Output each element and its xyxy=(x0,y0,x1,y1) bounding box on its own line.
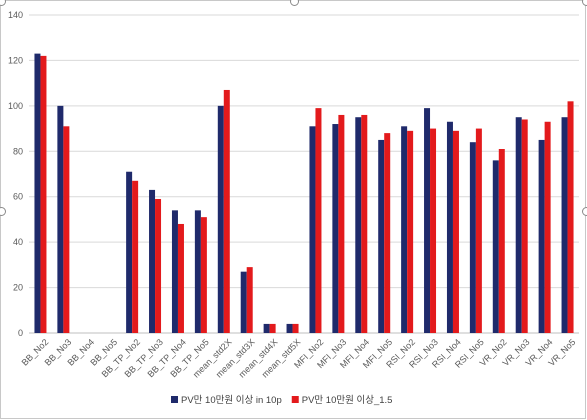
bar-series2[interactable] xyxy=(521,119,528,333)
bar-series2[interactable] xyxy=(338,114,345,333)
y-tick-label: 140 xyxy=(8,10,23,20)
resize-handle-top-left[interactable] xyxy=(0,0,6,6)
resize-handle-top-center[interactable] xyxy=(290,0,299,6)
y-tick-label: 0 xyxy=(18,328,23,338)
bar-series2[interactable] xyxy=(155,198,162,333)
legend-label: PV만 10만원 이상 in 10p xyxy=(181,395,282,406)
bar-series2[interactable] xyxy=(269,323,276,333)
bar-series2[interactable] xyxy=(40,55,47,334)
bar-series1[interactable] xyxy=(126,171,133,333)
resize-handle-middle-right[interactable] xyxy=(582,207,587,216)
bar-series1[interactable] xyxy=(171,210,178,333)
bar-series1[interactable] xyxy=(469,142,476,333)
bar-series2[interactable] xyxy=(452,130,459,333)
bar-series1[interactable] xyxy=(286,323,293,333)
bar-series1[interactable] xyxy=(332,124,339,334)
legend-swatch xyxy=(291,396,299,403)
bar-series1[interactable] xyxy=(217,105,224,333)
bar-series2[interactable] xyxy=(315,108,322,333)
bar-series1[interactable] xyxy=(194,210,201,333)
resize-handle-top-right[interactable] xyxy=(582,0,587,6)
bar-series1[interactable] xyxy=(149,189,156,333)
bar-series2[interactable] xyxy=(407,130,414,333)
bar-series1[interactable] xyxy=(34,53,41,333)
bar-series1[interactable] xyxy=(424,108,431,333)
bar-series2[interactable] xyxy=(498,149,505,333)
bar-series1[interactable] xyxy=(515,117,522,333)
bar-series2[interactable] xyxy=(132,180,139,333)
y-tick-label: 40 xyxy=(13,237,23,247)
y-tick-label: 120 xyxy=(8,55,23,65)
bar-series2[interactable] xyxy=(475,128,482,333)
y-tick-label: 60 xyxy=(13,192,23,202)
bar-series2[interactable] xyxy=(292,323,299,333)
y-axis-ticks: 0 20 40 60 80 100 120 140 xyxy=(8,10,23,338)
y-tick-label: 80 xyxy=(13,146,23,156)
bar-series1[interactable] xyxy=(446,121,453,333)
bar-series1[interactable] xyxy=(57,105,64,333)
bar-series2[interactable] xyxy=(430,128,437,333)
gridlines xyxy=(29,14,579,334)
bar-series2[interactable] xyxy=(384,133,391,333)
bar-series2[interactable] xyxy=(177,223,184,333)
bar-series2[interactable] xyxy=(246,267,253,333)
bars xyxy=(34,53,574,334)
bar-series1[interactable] xyxy=(240,271,247,333)
bar-series2[interactable] xyxy=(361,114,368,333)
bar-series1[interactable] xyxy=(492,160,499,333)
legend-swatch xyxy=(171,396,178,403)
bar-series1[interactable] xyxy=(309,126,316,333)
bar-series1[interactable] xyxy=(355,117,362,333)
bar-series2[interactable] xyxy=(544,121,551,333)
bar-series2[interactable] xyxy=(223,89,230,333)
legend: PV만 10만원 이상 in 10p PV만 10만원 이상_1.5 xyxy=(171,395,392,406)
y-tick-label: 100 xyxy=(8,101,23,111)
legend-label: PV만 10만원 이상_1.5 xyxy=(302,395,393,406)
bar-series2[interactable] xyxy=(200,217,207,333)
bar-series1[interactable] xyxy=(538,139,545,333)
bar-series1[interactable] xyxy=(561,117,568,333)
bar-series1[interactable] xyxy=(263,323,270,333)
resize-handle-middle-left[interactable] xyxy=(0,207,6,216)
bar-series2[interactable] xyxy=(567,101,574,333)
x-axis-ticks: BB_No2BB_No3BB_No4BB_No5BB_TP_No2BB_TP_N… xyxy=(20,337,578,380)
bar-series1[interactable] xyxy=(401,126,408,333)
y-tick-label: 20 xyxy=(13,283,23,293)
bar-series2[interactable] xyxy=(63,126,70,333)
bar-series1[interactable] xyxy=(378,139,385,333)
